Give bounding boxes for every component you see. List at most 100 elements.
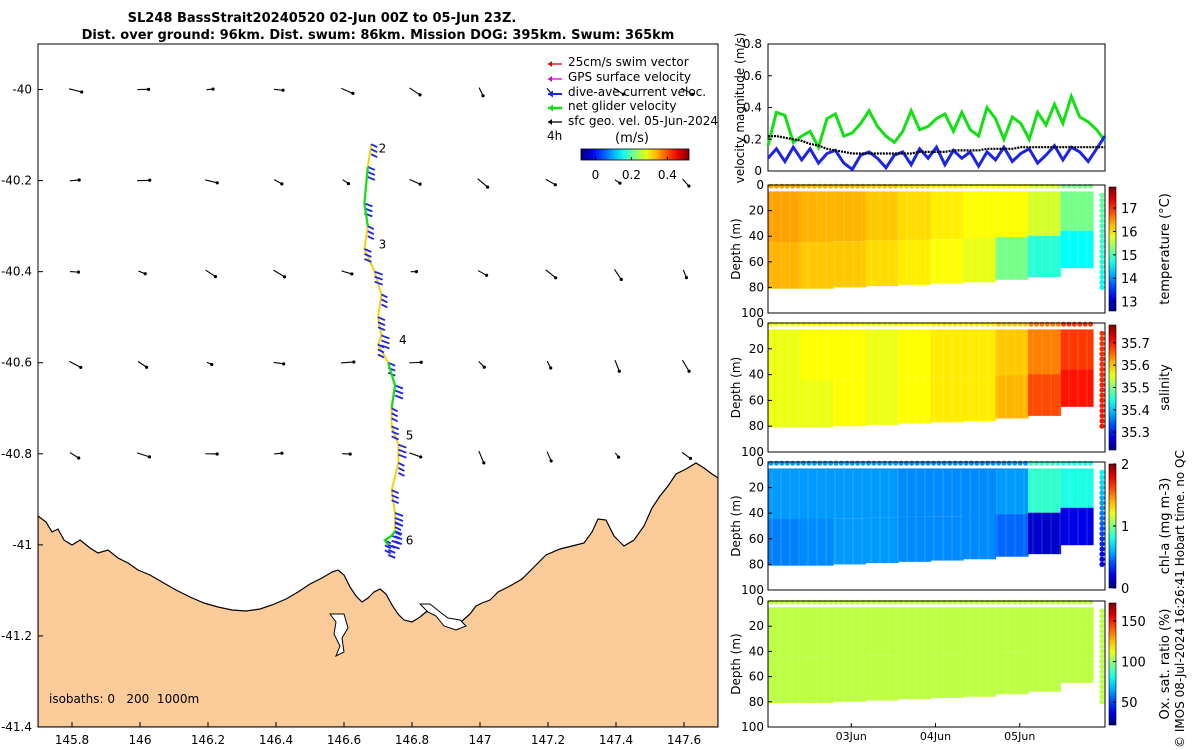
section-cell xyxy=(865,655,899,701)
section-cell xyxy=(963,376,997,422)
map-xtick-label: 146.8 xyxy=(395,733,429,747)
section-cell xyxy=(833,656,867,702)
profile-dot xyxy=(1099,418,1105,424)
dive-current-vector xyxy=(391,489,399,495)
profile-dot xyxy=(1099,689,1105,695)
profile-dot xyxy=(1099,238,1105,244)
section-cell xyxy=(800,191,834,243)
depth-axis-label: Depth (m) xyxy=(729,218,743,279)
section-cell xyxy=(1028,607,1062,651)
dive-current-vector xyxy=(377,316,386,322)
sfc-geo-velocity-arrowhead xyxy=(418,93,422,97)
sfc-geo-velocity-arrow xyxy=(681,451,691,459)
section-cell xyxy=(800,519,834,566)
map-panel: 2 3 4 5 6 145.8 146 146.2 146.4 146.6 146.8 147 147… xyxy=(1,43,719,747)
section-cell xyxy=(963,329,997,377)
dive-current-vector xyxy=(391,425,399,431)
profile-dot xyxy=(1099,525,1105,532)
dive-current-vector xyxy=(377,353,385,359)
depth-tick-label: 20 xyxy=(749,204,764,218)
sfc-geo-velocity-arrowhead xyxy=(618,181,622,185)
sfc-geo-velocity-arrow xyxy=(137,360,147,368)
dive-current-vector xyxy=(391,407,399,413)
section-cell xyxy=(1060,646,1094,683)
profile-dot xyxy=(1099,474,1105,480)
profile-dot xyxy=(1099,485,1105,491)
legend-gps-velocity: GPS surface velocity xyxy=(548,70,691,84)
section-panel-chl-a: 0 20 40 60 80 100 Depth (m) 0 1 2 chl-a (mg m-3) xyxy=(729,455,1173,597)
section-cell xyxy=(1028,468,1062,513)
depth-tick-label: 80 xyxy=(749,695,764,709)
profile-dot xyxy=(1099,202,1105,209)
profile-dot xyxy=(1099,366,1105,373)
section-cell xyxy=(963,468,997,516)
sfc-geo-velocity-arrowhead xyxy=(684,276,689,280)
legend-dive-label: dive-ave current veloc. xyxy=(568,85,706,99)
dive-current-vector xyxy=(377,326,386,332)
section-cell xyxy=(963,607,997,654)
profile-dot xyxy=(1099,674,1105,680)
section-cell xyxy=(1060,468,1094,508)
sfc-geo-velocity-arrowhead xyxy=(148,178,152,182)
map-ytick-label: -40.6 xyxy=(1,356,32,370)
colorbar-label: Ox. sat. ratio (%) xyxy=(1158,609,1173,720)
section-cell xyxy=(768,329,802,381)
profile-dot xyxy=(1099,330,1105,336)
profile-dot xyxy=(1099,392,1105,398)
dive-current-vector xyxy=(381,334,390,340)
sfc-geo-velocity-arrowhead xyxy=(481,94,485,98)
section-cell xyxy=(800,380,834,428)
dive-current-vector xyxy=(394,521,402,526)
dive-current-vector xyxy=(370,153,378,158)
sfc-geo-velocity-arrowhead xyxy=(147,455,152,459)
profile-dot xyxy=(1099,361,1105,367)
map-xtick-label: 146.4 xyxy=(259,733,293,747)
depth-tick-label: 40 xyxy=(749,644,764,658)
profile-dot xyxy=(1099,233,1105,239)
title-line-1: SL248 BassStrait20240520 02-Jun 00Z to 0… xyxy=(128,11,517,26)
velocity-series-line xyxy=(768,135,1105,155)
track-waypoint-label: 2 xyxy=(379,142,387,156)
section-cell xyxy=(930,468,964,517)
section-cell xyxy=(768,242,802,289)
profile-dot xyxy=(1099,387,1105,393)
dive-current-vector xyxy=(398,453,407,459)
section-cell xyxy=(865,468,899,518)
dive-current-vector xyxy=(367,176,376,181)
section-cell xyxy=(833,241,867,288)
dive-current-vector xyxy=(394,512,404,517)
depth-tick-label: 40 xyxy=(749,506,764,520)
profile-dot xyxy=(1099,351,1105,357)
profile-dot xyxy=(1099,208,1105,214)
dive-current-vector xyxy=(377,348,385,354)
net-velocity-segment xyxy=(363,166,369,227)
time-tick-label: 05Jun xyxy=(1004,730,1035,743)
sfc-geo-velocity-arrowhead xyxy=(691,92,695,97)
profile-dot xyxy=(1099,279,1105,285)
section-cell xyxy=(833,607,867,657)
sfc-geo-velocity-arrowhead xyxy=(616,455,621,459)
dive-current-vector xyxy=(367,225,375,230)
colorbar-tick-label: 100 xyxy=(1121,656,1146,671)
section-cell xyxy=(898,329,932,379)
sfc-geo-velocity-arrowhead xyxy=(688,456,693,461)
section-cell xyxy=(833,468,867,519)
section-cell xyxy=(963,653,997,697)
profile-dot xyxy=(1099,608,1105,614)
section-cell xyxy=(833,329,867,380)
sfc-geo-velocity-arrowhead xyxy=(76,270,81,274)
colorbar-tick-label: 50 xyxy=(1121,696,1138,711)
sfc-geo-velocity-arrowhead xyxy=(146,87,151,91)
sfc-geo-velocity-arrow xyxy=(477,270,487,276)
profile-dot xyxy=(1099,254,1105,260)
map-xtick-label: 147 xyxy=(469,733,492,747)
profile-dot xyxy=(1099,643,1105,649)
colorbar-tick-label: 13 xyxy=(1121,296,1138,311)
section-cell xyxy=(1060,607,1094,647)
time-tick-label: 04Jun xyxy=(920,730,951,743)
profile-dot xyxy=(1099,556,1105,562)
section-cell xyxy=(833,379,867,427)
depth-tick-label: 40 xyxy=(749,368,764,382)
profile-dot xyxy=(1099,699,1105,705)
colorbar-tick-label: 0 xyxy=(1121,582,1129,597)
